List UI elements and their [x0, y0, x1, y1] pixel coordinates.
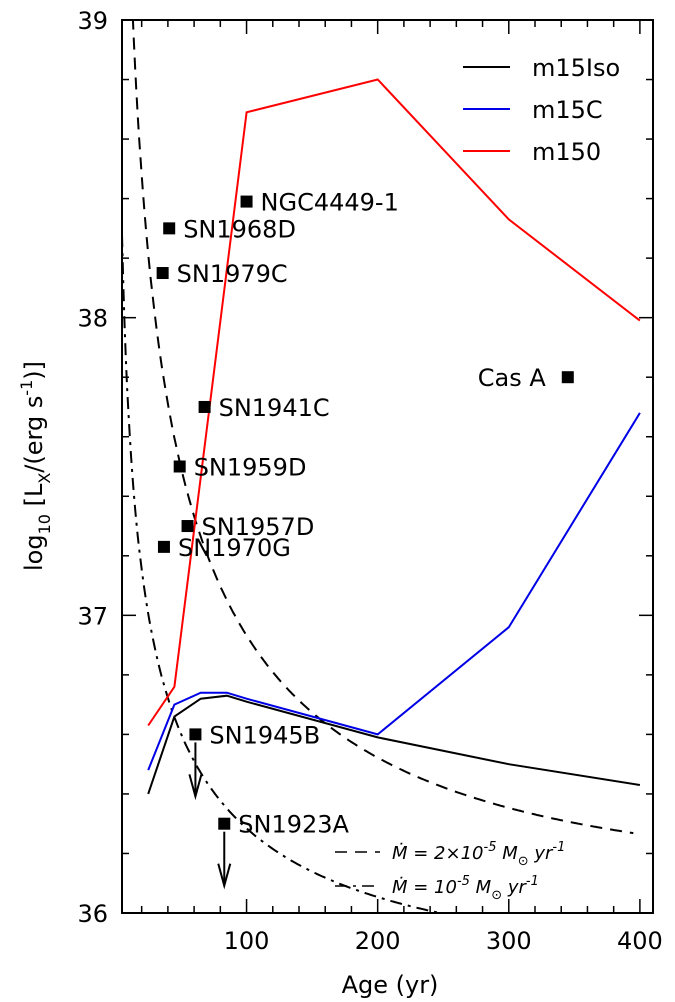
y-axis-title: log10 [LX/(erg s-1)]	[17, 361, 54, 571]
data-point	[163, 222, 176, 235]
data-point	[198, 400, 211, 413]
x-tick-label: 300	[486, 927, 532, 955]
legend-label: m15C	[532, 96, 603, 124]
eq-label: Ṁ = 10-5 M⊙ yr-1	[392, 874, 539, 903]
eq-label-part: -5	[457, 874, 470, 889]
data-point-label: SN1957D	[202, 513, 315, 541]
data-point	[181, 520, 194, 533]
series-line-m15C	[147, 412, 641, 771]
y-tick-label: 39	[77, 7, 108, 35]
data-point-label: SN1970G	[178, 534, 291, 562]
eq-label-part: M	[470, 877, 492, 898]
data-point	[156, 267, 169, 280]
plot-frame	[121, 19, 654, 914]
eq-label-part: ⊙	[491, 888, 502, 903]
legend-label: m150	[532, 138, 601, 166]
data-point-label: SN1945B	[209, 721, 320, 749]
data-point	[240, 195, 253, 208]
eq-label-part: -1	[526, 874, 539, 889]
data-point	[218, 817, 231, 830]
x-tick-label: 400	[617, 927, 663, 955]
y-tick-label: 37	[77, 602, 108, 630]
data-point-label: SN1979C	[177, 260, 288, 288]
data-point	[173, 460, 186, 473]
eq-label-part: Ṁ	[392, 877, 408, 898]
data-point	[561, 371, 574, 384]
data-point	[189, 728, 202, 741]
data-point-label: NGC4449-1	[261, 189, 399, 217]
data-point	[157, 540, 170, 553]
data-point-label: SN1941C	[219, 394, 330, 422]
y-tick-label: 36	[77, 900, 108, 928]
eq-label-part: yr	[502, 877, 527, 898]
model-curve-dashdot	[122, 235, 445, 913]
model-curve-dashed	[131, 20, 634, 835]
legend-label: m15Iso	[532, 54, 620, 82]
eq-label-part: = 10	[408, 877, 457, 898]
x-tick-label: 100	[224, 927, 270, 955]
eq-label-part: Ṁ	[392, 843, 408, 864]
data-point-label: SN1923A	[238, 811, 349, 839]
data-point-label: SN1959D	[194, 454, 307, 482]
series-line-m150	[147, 78, 641, 727]
data-point-label: SN1968D	[183, 215, 296, 243]
x-tick-label: 200	[355, 927, 401, 955]
series-line-m15Iso	[147, 694, 641, 795]
upper-limit-arrowhead	[188, 774, 203, 801]
eq-label: Ṁ = 2×10-5 M⊙ yr-1	[392, 840, 565, 869]
eq-label-part: yr	[529, 843, 554, 864]
eq-label-part: = 2×10	[408, 843, 484, 864]
x-axis-title: Age (yr)	[342, 971, 439, 999]
data-point-label: Cas A	[478, 364, 547, 392]
upper-limit-arrowhead	[217, 863, 232, 890]
eq-label-part: M	[496, 843, 518, 864]
eq-label-part: ⊙	[518, 854, 529, 869]
eq-label-part: -5	[484, 840, 497, 855]
y-tick-label: 38	[77, 305, 108, 333]
eq-label-part: -1	[552, 840, 565, 855]
